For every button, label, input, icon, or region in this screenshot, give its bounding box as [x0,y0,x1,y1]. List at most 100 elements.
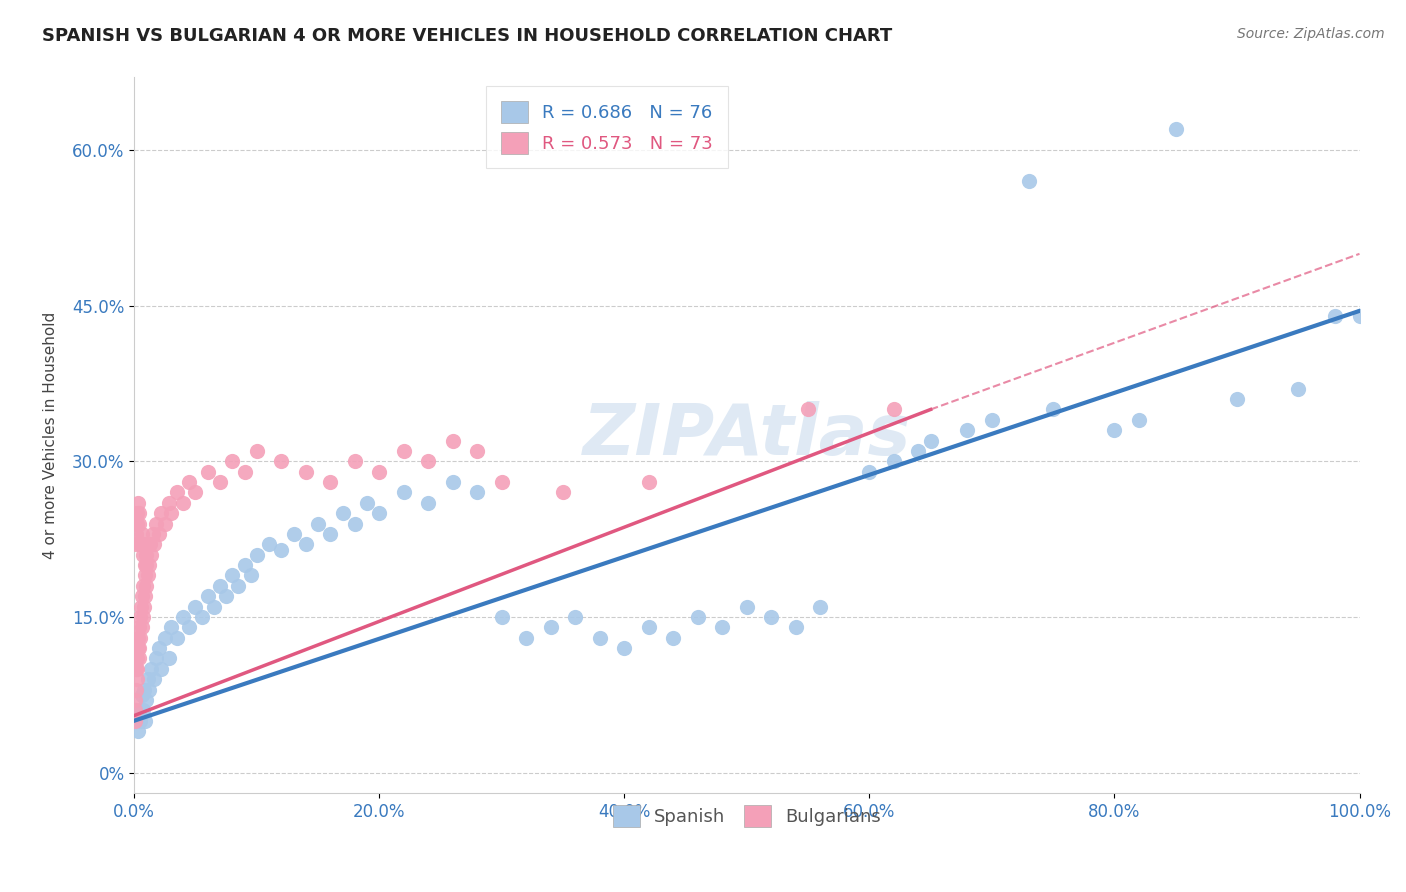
Point [132,599,155,614]
Text: Source: ZipAtlas.com: Source: ZipAtlas.com [1237,27,1385,41]
Point [150,506,173,520]
Point [491,475,513,489]
Point [125,662,148,676]
Point [294,465,316,479]
Point [735,599,758,614]
Point [613,641,636,656]
Point [150,662,173,676]
Point [157,651,180,665]
Point [257,537,280,551]
Point [564,610,586,624]
Point [128,610,150,624]
Point [125,651,148,665]
Point [127,496,149,510]
Point [124,703,146,717]
Point [491,610,513,624]
Point [1018,174,1040,188]
Point [270,542,292,557]
Point [139,537,162,551]
Point [132,537,155,551]
Point [246,548,269,562]
Point [134,589,156,603]
Point [686,610,709,624]
Point [1164,122,1187,136]
Point [441,434,464,448]
Point [233,558,256,573]
Point [1042,402,1064,417]
Point [131,527,153,541]
Point [343,516,366,531]
Point [142,537,165,551]
Point [134,558,156,573]
Point [124,714,146,728]
Point [131,688,153,702]
Point [221,568,243,582]
Point [129,599,152,614]
Point [128,651,150,665]
Point [1104,423,1126,437]
Point [956,423,979,437]
Point [319,527,342,541]
Point [465,485,488,500]
Point [129,537,152,551]
Point [208,579,231,593]
Point [153,516,176,531]
Text: ZIPAtlas: ZIPAtlas [582,401,911,470]
Point [128,516,150,531]
Point [153,631,176,645]
Point [160,506,183,520]
Point [441,475,464,489]
Point [246,444,269,458]
Point [128,506,150,520]
Point [134,568,156,582]
Point [138,558,160,573]
Point [808,599,831,614]
Point [132,548,155,562]
Point [883,402,905,417]
Point [166,485,188,500]
Point [1226,392,1249,406]
Point [418,496,440,510]
Point [221,454,243,468]
Y-axis label: 4 or more Vehicles in Household: 4 or more Vehicles in Household [44,312,58,559]
Point [127,724,149,739]
Point [368,465,391,479]
Point [134,714,156,728]
Point [125,672,148,686]
Point [184,485,207,500]
Point [135,548,157,562]
Point [1323,309,1346,323]
Point [858,465,880,479]
Point [136,568,159,582]
Point [125,516,148,531]
Point [124,693,146,707]
Point [270,454,292,468]
Point [418,454,440,468]
Point [135,579,157,593]
Point [127,662,149,676]
Point [184,599,207,614]
Point [797,402,820,417]
Point [128,641,150,656]
Point [179,620,201,634]
Point [392,485,415,500]
Point [515,631,537,645]
Point [785,620,807,634]
Point [233,465,256,479]
Point [127,506,149,520]
Point [197,465,219,479]
Point [980,413,1002,427]
Point [294,537,316,551]
Point [142,672,165,686]
Point [135,558,157,573]
Point [202,599,225,614]
Point [711,620,734,634]
Point [307,516,329,531]
Point [128,703,150,717]
Point [157,496,180,510]
Point [662,631,685,645]
Point [1286,382,1309,396]
Point [125,537,148,551]
Point [127,631,149,645]
Point [160,620,183,634]
